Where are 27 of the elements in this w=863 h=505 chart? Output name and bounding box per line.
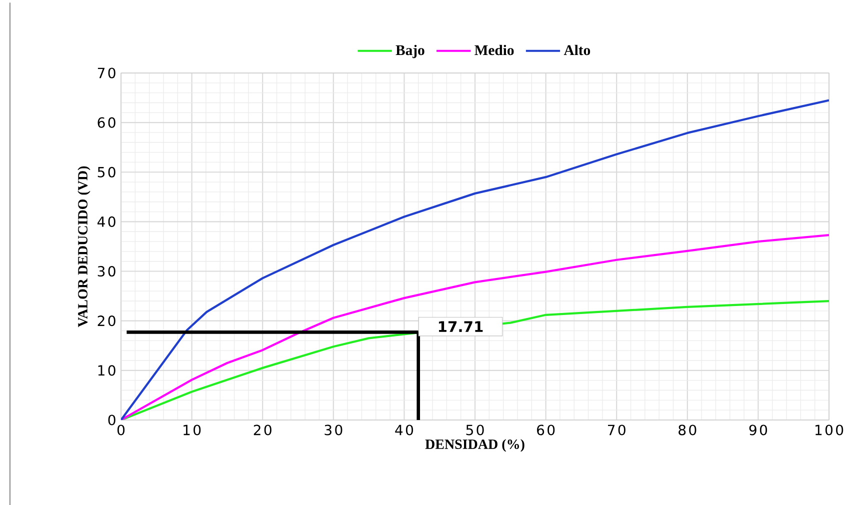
x-tick-label: 80 [678,424,696,436]
legend-label: Alto [564,44,590,56]
y-tick-label: 50 [98,166,116,178]
x-tick-label: 70 [608,424,626,436]
x-tick-label: 100 [815,424,844,436]
legend-label: Bajo [396,44,424,58]
y-tick-label: 20 [98,316,116,326]
line-series [121,234,830,420]
y-tick-label: 70 [98,68,116,78]
x-axis-title: DENSIDAD (%) [425,439,524,452]
y-tick-label: 60 [98,117,116,128]
y-axis-title: VALOR DEDUCIDO (VD) [78,166,90,328]
annotation: 17.71 [438,321,483,332]
y-tick-label: 10 [98,365,116,376]
y-tick-label: 40 [97,216,116,227]
x-tick-label: 30 [324,424,342,436]
y-tick-label: 0 [108,414,116,426]
line-series [121,99,830,420]
x-tick-label: 90 [749,424,768,436]
y-tick-label: 30 [98,266,116,277]
x-tick-label: 20 [254,424,272,436]
legend-label: Medio [474,44,514,56]
x-tick-label: 10 [184,424,201,436]
x-tick-label: 50 [466,424,484,436]
x-tick-label: 40 [395,424,414,436]
x-tick-label: 0 [117,424,125,436]
x-tick-label: 60 [537,424,555,436]
